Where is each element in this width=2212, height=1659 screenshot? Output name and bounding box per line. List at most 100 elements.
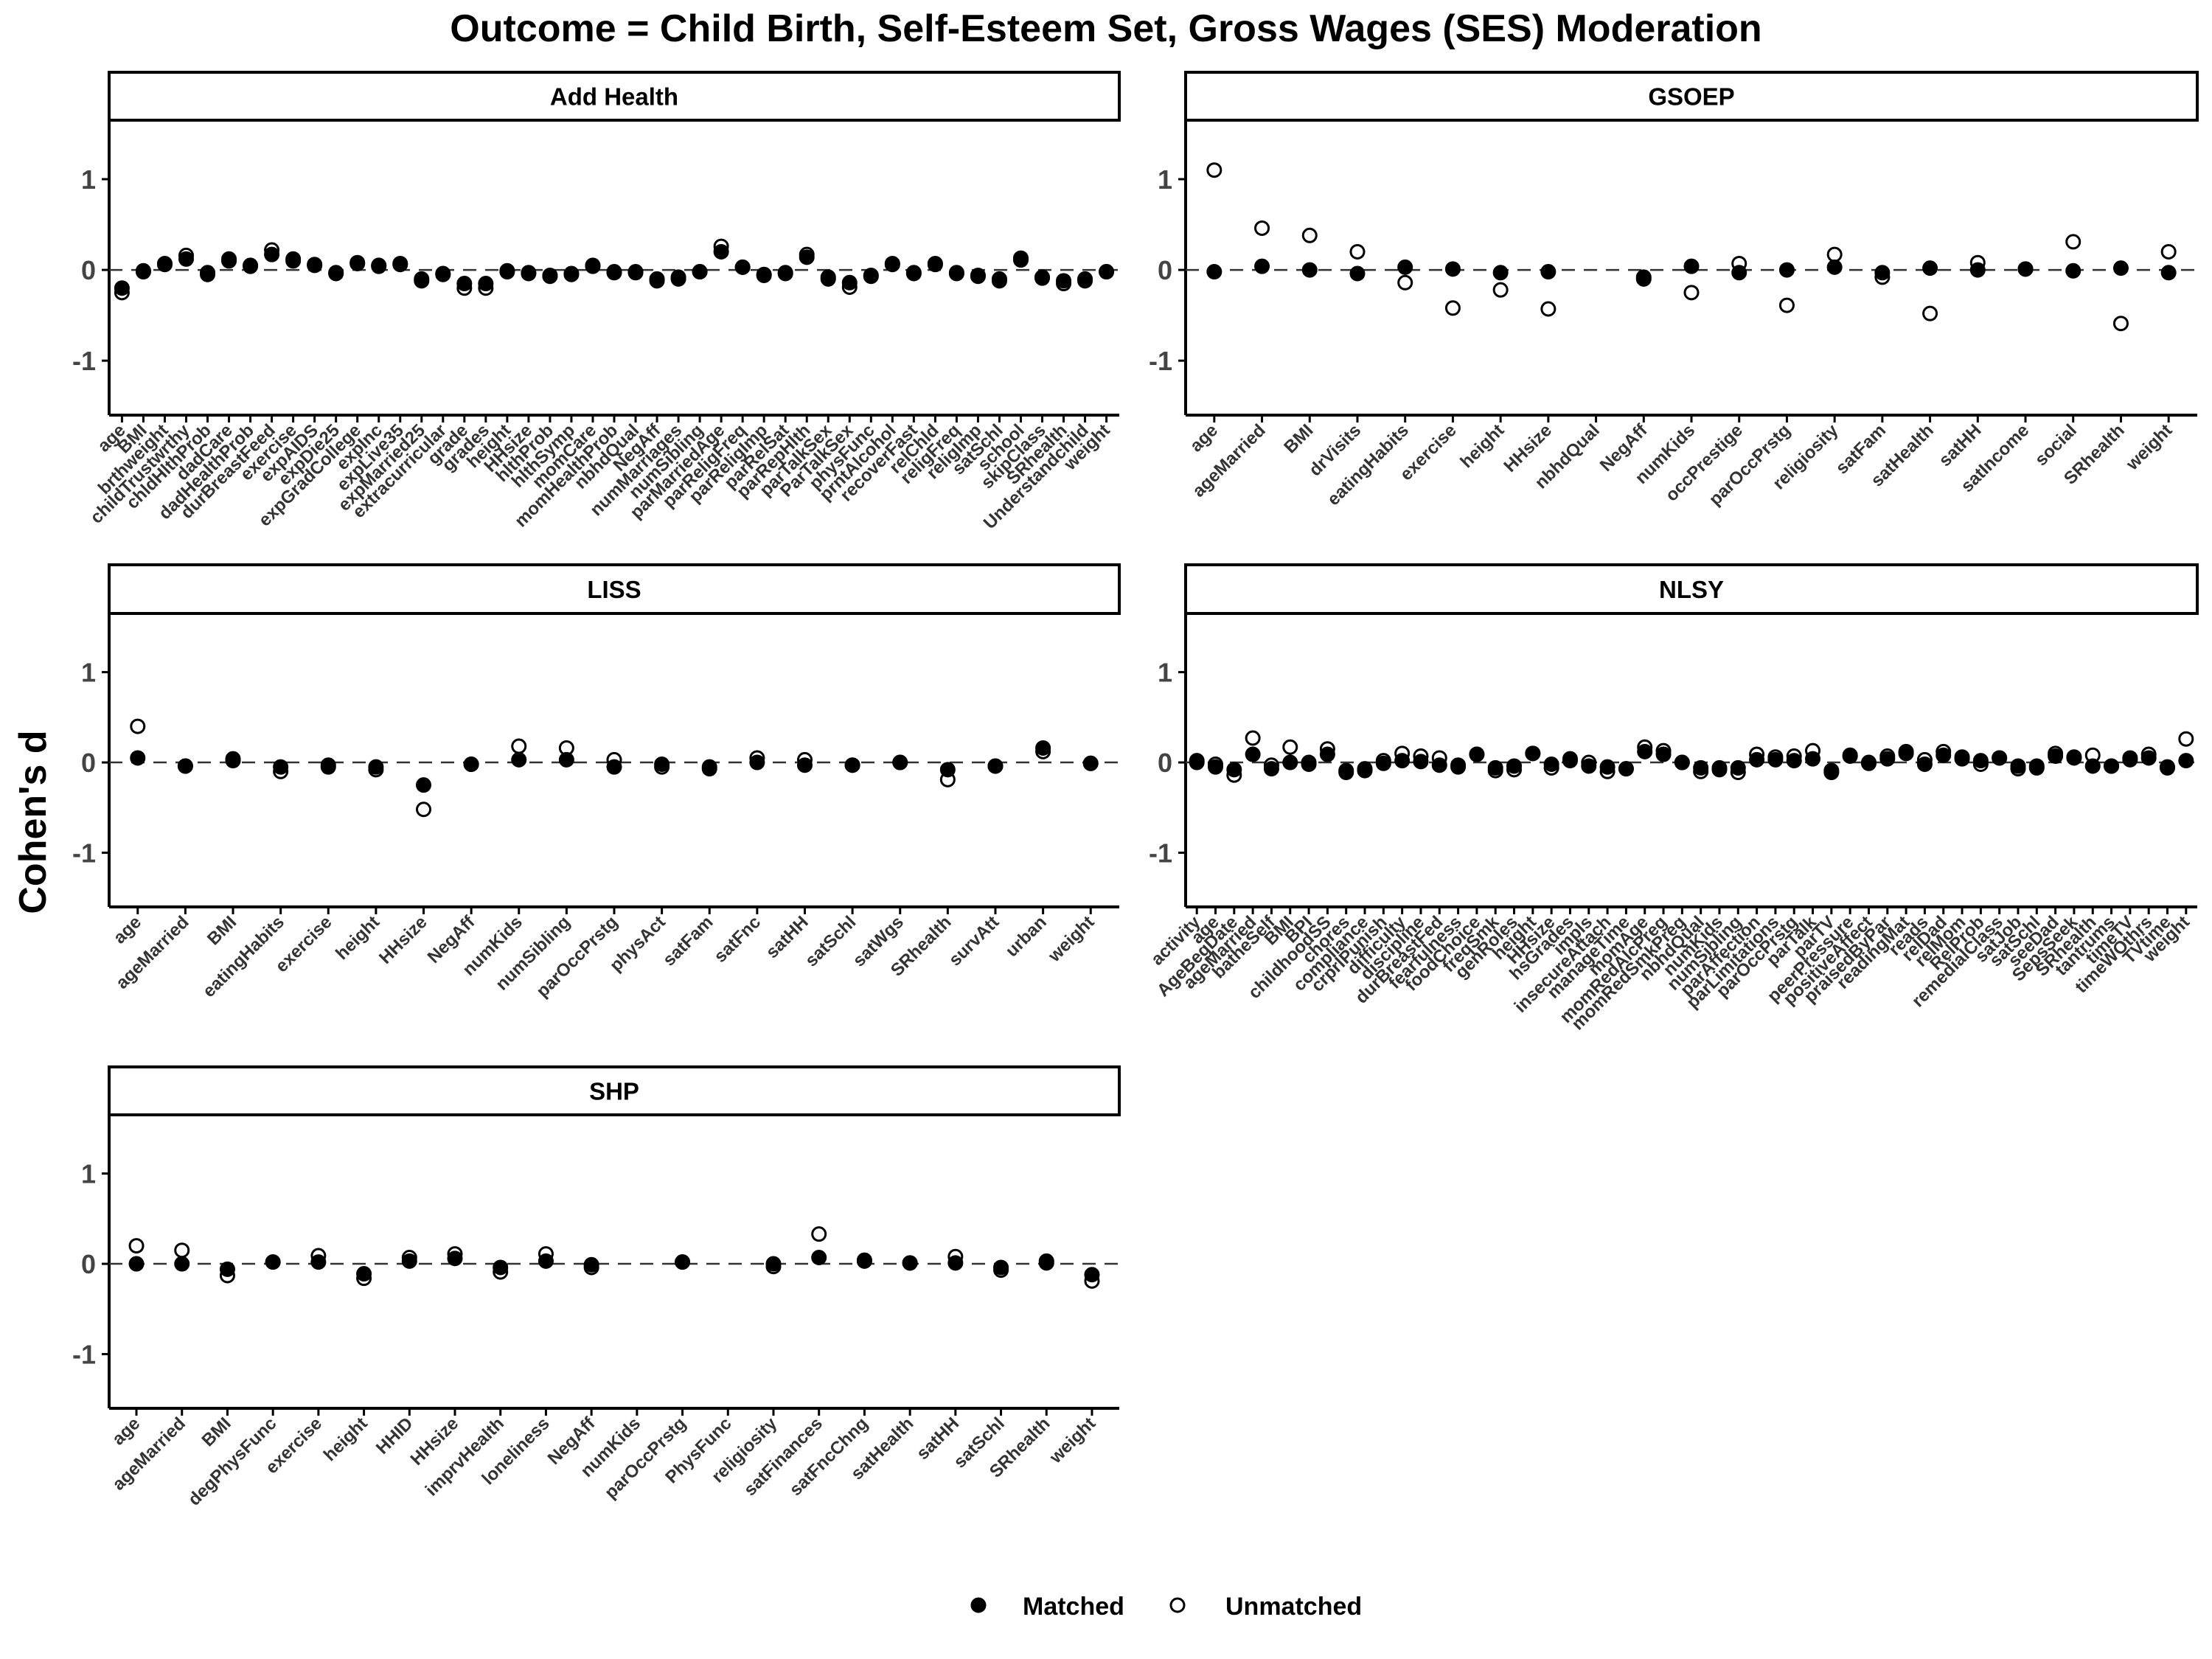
matched-point	[1635, 269, 1652, 285]
legend-unmatched-label: Unmatched	[1225, 1593, 1362, 1621]
panel-add-health: Add Health-101ageBMIbrthweightchildTrust…	[72, 71, 1121, 533]
matched-point	[1683, 258, 1700, 274]
matched-point	[1208, 759, 1224, 775]
matched-point	[1972, 753, 1989, 769]
matched-point	[128, 1256, 145, 1272]
y-tick-label: 0	[81, 748, 96, 778]
matched-point	[701, 759, 717, 775]
matched-point	[856, 1253, 872, 1269]
matched-point	[1444, 261, 1461, 277]
matched-point	[416, 777, 432, 793]
x-tick-label: BMI	[198, 1413, 234, 1450]
matched-point	[1349, 265, 1366, 282]
unmatched-point	[1683, 285, 1700, 301]
matched-point	[1492, 265, 1509, 281]
y-tick-label: 1	[1158, 164, 1172, 195]
panel-strip	[108, 71, 1121, 122]
matched-point	[1084, 1267, 1100, 1283]
unmatched-point	[2112, 316, 2129, 332]
matched-point	[1394, 753, 1411, 769]
unmatched-point	[1826, 246, 1843, 262]
matched-point	[1823, 762, 1840, 779]
matched-point	[414, 271, 430, 287]
unmatched-point	[1254, 220, 1270, 236]
matched-point	[1842, 748, 1858, 764]
unmatched-point	[811, 1226, 827, 1242]
matched-point	[320, 757, 336, 773]
matched-point	[948, 265, 964, 281]
matched-point	[1540, 264, 1557, 280]
matched-point	[243, 258, 259, 274]
y-tick-label: -1	[1149, 838, 1172, 869]
matched-point	[756, 266, 772, 282]
matched-point	[2140, 750, 2157, 766]
matched-point	[1012, 252, 1029, 268]
matched-point	[1655, 746, 1672, 762]
matched-point	[777, 265, 793, 281]
x-tick-label: age	[1186, 420, 1222, 456]
matched-point	[1618, 761, 1634, 777]
matched-point	[902, 1255, 918, 1271]
matched-point	[2017, 261, 2034, 277]
x-tick-label: BMI	[204, 912, 240, 949]
matched-point	[1674, 754, 1690, 771]
matched-point	[1860, 755, 1877, 771]
matched-point	[734, 259, 751, 275]
unmatched-point	[1540, 301, 1557, 317]
unmatched-point	[1245, 730, 1261, 746]
matched-point	[1525, 745, 1541, 762]
matched-point	[1749, 751, 1765, 768]
matched-point	[563, 265, 580, 282]
matched-point	[799, 249, 815, 265]
matched-point	[1730, 759, 1746, 776]
x-tick-label: height	[1456, 420, 1508, 472]
matched-point	[538, 1253, 554, 1269]
matched-point	[1916, 757, 1933, 773]
x-tick-label: HHsize	[375, 912, 431, 968]
panel-nlsy: NLSY-101activityageAgeBegDateageMarriedb…	[1147, 563, 2199, 1034]
matched-point	[1282, 754, 1298, 771]
matched-point	[328, 265, 344, 282]
matched-point	[1581, 758, 1597, 774]
matched-point	[939, 762, 956, 778]
matched-point	[927, 257, 943, 273]
x-tick-label: satFnc	[710, 912, 765, 967]
matched-point	[692, 264, 708, 280]
matched-point	[435, 265, 451, 282]
y-tick-label: 0	[1158, 748, 1172, 778]
matched-point	[1038, 1253, 1054, 1269]
unmatched-point	[1444, 300, 1461, 316]
matched-point	[2084, 758, 2101, 774]
y-tick-label: 1	[1158, 658, 1172, 688]
matched-point	[2104, 758, 2120, 774]
y-tick-label: 0	[1158, 255, 1172, 285]
matched-point	[1413, 754, 1429, 770]
x-tick-label: height	[320, 1413, 372, 1465]
matched-point	[970, 267, 986, 283]
legend-matched-label: Matched	[1023, 1593, 1124, 1621]
y-tick-label: -1	[72, 346, 96, 376]
legend-unmatched-marker	[1169, 1597, 1186, 1613]
matched-point	[2066, 749, 2082, 765]
matched-point	[356, 1266, 372, 1282]
matched-point	[649, 271, 665, 287]
panel-title: NLSY	[1659, 576, 1724, 603]
matched-point	[1805, 751, 1821, 767]
x-tick-label: satFam	[659, 912, 717, 970]
matched-point	[1992, 750, 2008, 766]
matched-point	[368, 759, 384, 775]
matched-point	[1487, 759, 1503, 776]
unmatched-point	[2178, 731, 2194, 747]
matched-point	[114, 280, 130, 296]
matched-point	[558, 751, 574, 768]
matched-point	[585, 258, 601, 274]
panel-strip	[108, 563, 1121, 615]
matched-point	[1338, 762, 1354, 779]
y-tick-label: 1	[81, 658, 96, 688]
matched-point	[905, 265, 922, 281]
matched-point	[1082, 755, 1099, 771]
matched-point	[478, 276, 494, 292]
matched-point	[542, 267, 558, 283]
